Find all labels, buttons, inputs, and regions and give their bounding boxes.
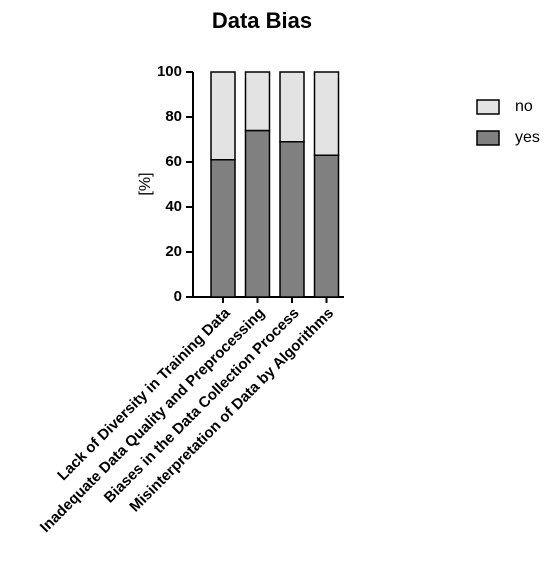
bar-segment [313,154,340,298]
legend-swatch [476,99,500,115]
legend-label: no [515,98,533,115]
bar-segment [279,141,305,298]
y-tick-label: 20 [165,243,182,260]
y-tick-label: 80 [165,108,182,125]
bar-segment [210,71,236,161]
y-tick-label: 40 [165,198,182,215]
y-tick-label: 0 [174,288,182,305]
legend-swatch [476,130,500,146]
legend-label: yes [515,129,540,146]
bar-segment [210,159,236,298]
y-tick-label: 100 [157,63,182,80]
bar-segment [244,129,271,298]
bar-segment [279,71,305,143]
bar-segment [244,71,271,132]
y-tick-label: 60 [165,153,182,170]
bar-segment [313,71,340,156]
chart-title: Data Bias [212,8,312,33]
y-axis-label: [%] [137,172,154,195]
